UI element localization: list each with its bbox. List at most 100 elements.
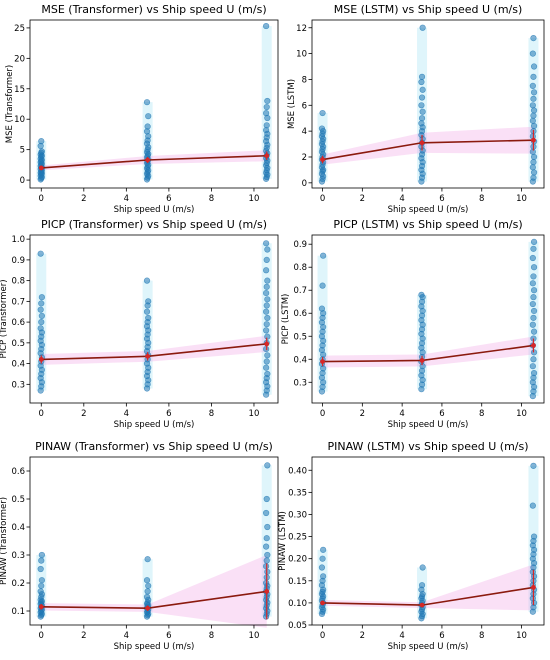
axes-frame (29, 19, 279, 189)
mean-marker (531, 343, 536, 348)
data-point (319, 282, 326, 289)
data-point (530, 245, 537, 252)
subplot-5: PINAW (Transformer) vs Ship speed U (m/s… (0, 440, 279, 652)
data-point (418, 73, 426, 80)
y-tick-label: 0.15 (288, 577, 307, 587)
data-point (263, 557, 270, 564)
data-point (529, 117, 536, 124)
mean-confidence-band (322, 336, 534, 368)
data-point (37, 325, 44, 332)
data-point (38, 557, 45, 564)
x-tick-label: 2 (81, 194, 86, 204)
mean-marker (38, 165, 44, 171)
mean-marker (531, 585, 536, 590)
y-axis-label: PINAW (LSTM) (278, 511, 288, 571)
data-point (144, 556, 151, 563)
y-tick-label: 1.0 (11, 235, 25, 245)
x-tick-label: 4 (399, 631, 404, 641)
data-point (145, 298, 152, 305)
y-tick-label: 8 (302, 75, 307, 85)
x-tick-label: 0 (39, 194, 44, 204)
x-tick-label: 0 (39, 409, 44, 419)
data-point (263, 327, 270, 334)
data-point (530, 153, 538, 161)
x-tick-label: 10 (516, 631, 527, 641)
subplot-2: MSE (LSTM) vs Ship speed U (m/s) 0 2 4 6 8 10 0… (287, 3, 545, 215)
y-tick-label: 2 (302, 153, 307, 163)
mean-confidence-band (41, 555, 267, 628)
x-axis-label: Ship speed U (m/s) (388, 420, 469, 430)
x-tick-label: 10 (249, 631, 260, 641)
data-point (530, 307, 538, 315)
y-tick-label: 0.3 (293, 378, 307, 388)
mean-marker (38, 357, 44, 362)
y-tick-label: 0.4 (293, 355, 307, 365)
data-point (263, 535, 270, 542)
data-point (529, 321, 536, 328)
data-point (318, 564, 326, 571)
data-point (320, 546, 327, 553)
x-tick-label: 2 (81, 409, 86, 419)
data-point (263, 364, 270, 371)
data-point (418, 94, 426, 101)
y-tick-label: 10 (296, 50, 307, 60)
data-point (263, 358, 270, 365)
data-point (418, 291, 425, 298)
data-point (264, 352, 271, 359)
data-point (143, 577, 151, 584)
data-point (530, 314, 537, 321)
y-tick-label: 0.5 (11, 495, 25, 505)
data-point (264, 370, 271, 378)
data-point (263, 509, 270, 517)
data-point (143, 277, 151, 284)
y-tick-label: 0.40 (288, 466, 307, 476)
data-point (530, 63, 538, 70)
data-point (529, 102, 536, 109)
data-point (529, 254, 536, 262)
y-tick-label: 0.30 (288, 510, 307, 520)
data-point (145, 314, 152, 322)
mean-marker (264, 153, 270, 159)
y-tick-label: 0.8 (11, 277, 25, 287)
y-tick-label: 6 (302, 101, 307, 111)
data-point (418, 120, 425, 127)
data-point (529, 300, 536, 308)
data-point (530, 294, 537, 301)
x-axis-label: Ship speed U (m/s) (388, 205, 469, 215)
data-point (319, 109, 326, 117)
y-axis-label: PICP (Transformer) (0, 279, 9, 358)
y-tick-label: 0.7 (11, 297, 25, 307)
x-tick-label: 10 (249, 409, 260, 419)
axes-frame (311, 234, 545, 404)
x-tick-label: 8 (479, 194, 484, 204)
data-point (419, 86, 426, 93)
data-point (143, 593, 151, 601)
data-point (143, 99, 151, 106)
y-tick-label: 0.10 (288, 599, 307, 609)
data-point (145, 113, 152, 120)
data-point (530, 95, 537, 102)
x-tick-label: 6 (439, 409, 444, 419)
data-point (530, 349, 538, 356)
data-point (530, 122, 538, 130)
data-point (38, 148, 45, 155)
data-point (418, 102, 425, 109)
y-tick-label: 0 (20, 176, 25, 186)
data-point (145, 582, 152, 589)
y-tick-label: 0.3 (11, 380, 25, 390)
data-point (318, 305, 326, 312)
data-point (530, 174, 537, 181)
data-point (263, 283, 270, 290)
data-point (530, 287, 538, 294)
chart-title: PICP (Transformer) vs Ship speed U (m/s) (41, 218, 267, 231)
mean-confidence-band (322, 126, 534, 165)
x-tick-label: 0 (320, 631, 325, 641)
x-tick-label: 6 (166, 409, 171, 419)
y-tick-label: 0.20 (288, 555, 307, 565)
mean-marker (264, 341, 270, 347)
y-tick-label: 10 (14, 115, 25, 125)
data-point (263, 240, 270, 247)
data-point (319, 555, 326, 562)
data-point (263, 122, 270, 129)
